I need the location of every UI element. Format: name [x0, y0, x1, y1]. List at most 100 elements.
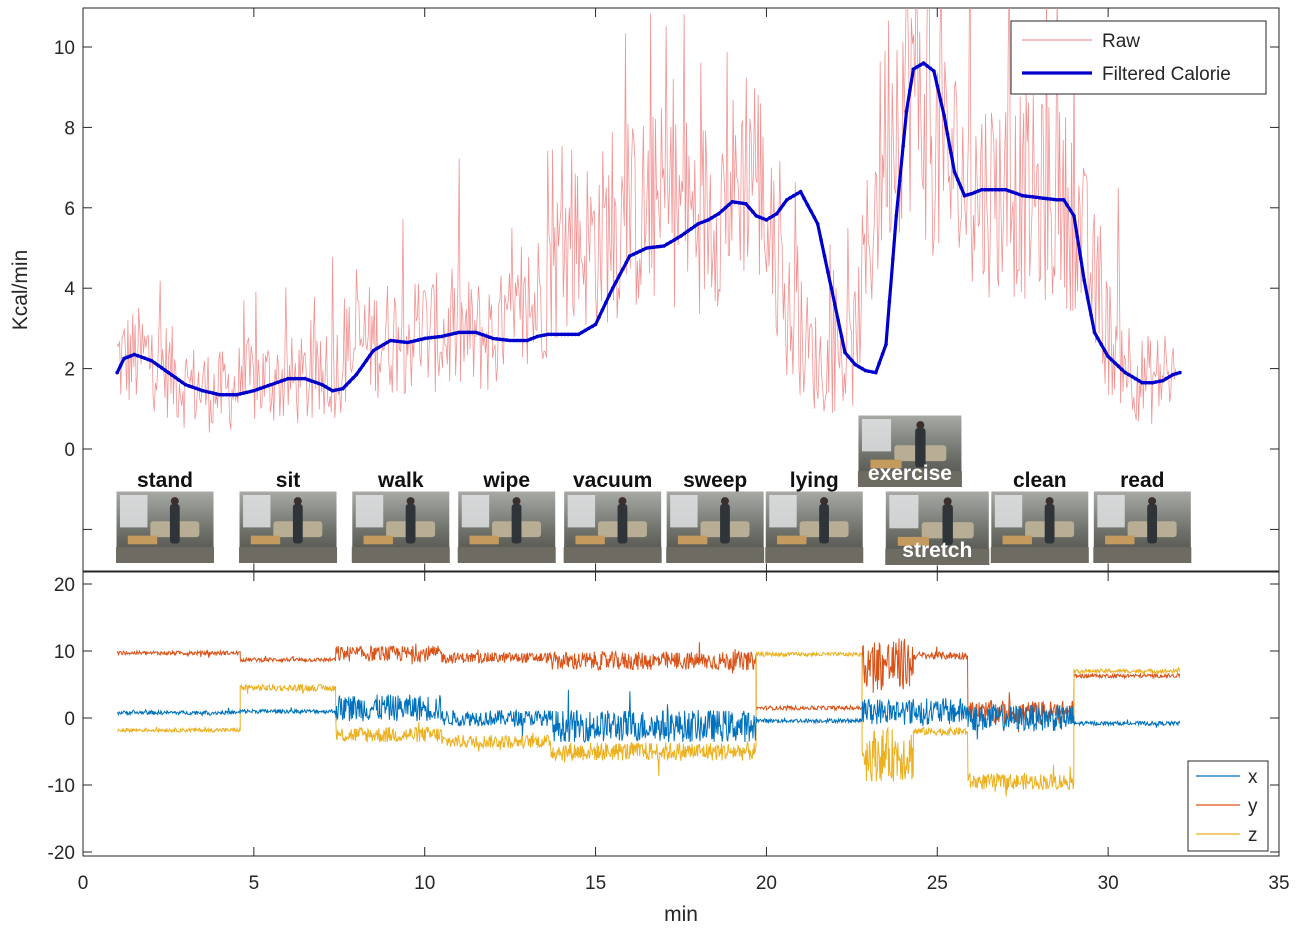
filtered-calorie-point [330, 388, 335, 393]
filtered-calorie-point [327, 386, 331, 391]
filtered-calorie-point [1116, 364, 1121, 369]
filtered-calorie-point [627, 254, 632, 258]
filtered-calorie-point [682, 231, 687, 236]
filtered-calorie-point [187, 384, 191, 388]
filtered-calorie-point [450, 332, 454, 336]
filtered-calorie-point [867, 369, 871, 374]
filtered-calorie-point [1137, 378, 1141, 383]
person-shape [915, 427, 926, 468]
legend-z-label: z [1248, 825, 1258, 846]
floor-shape [857, 471, 962, 487]
filtered-calorie-point [1055, 198, 1059, 202]
filtered-calorie-point [1092, 330, 1097, 335]
filtered-calorie-point [1174, 371, 1179, 376]
filtered-calorie-point [887, 299, 892, 304]
x-axis-label: min [664, 903, 698, 926]
filtered-calorie-point [679, 234, 683, 238]
person-shape [292, 503, 303, 544]
filtered-calorie-point [733, 200, 738, 205]
calorie-y-tick-label: 4 [64, 279, 75, 300]
filtered-calorie-point [351, 376, 355, 380]
filtered-calorie-point [337, 387, 342, 392]
filtered-calorie-point [604, 300, 608, 305]
filtered-calorie-point [306, 378, 311, 382]
filtered-calorie-point [795, 191, 799, 196]
filtered-calorie-point [788, 195, 793, 200]
filtered-calorie-point [1109, 358, 1114, 362]
filtered-calorie-point [1126, 372, 1131, 377]
filtered-calorie-point [163, 368, 167, 373]
filtered-calorie-point [211, 391, 215, 395]
filtered-calorie-point [467, 330, 471, 335]
filtered-calorie-point [153, 361, 157, 365]
filtered-calorie-point [706, 218, 711, 222]
filtered-calorie-point [272, 381, 277, 386]
calorie-y-tick-label: 10 [54, 38, 75, 59]
filtered-calorie-point [928, 66, 933, 71]
filtered-calorie-point [610, 286, 615, 291]
person-head [720, 497, 729, 506]
filtered-calorie-point [511, 338, 516, 343]
accel-x-tick-label: 20 [756, 873, 777, 894]
filtered-calorie-point [1061, 198, 1066, 202]
filtered-calorie-point [641, 247, 646, 252]
filtered-calorie-point [217, 392, 222, 397]
activity-label-stretch: stretch [902, 539, 972, 562]
filtered-calorie-point [600, 308, 605, 312]
person-head [820, 497, 829, 506]
table-shape [870, 459, 902, 469]
filtered-calorie-point [792, 193, 796, 198]
filtered-calorie-point [238, 392, 242, 396]
accel-x-tick-label: 10 [414, 873, 435, 894]
filtered-calorie-point [228, 392, 232, 397]
filtered-calorie-point [798, 189, 803, 194]
activity-photo-clean: clean [990, 469, 1090, 564]
filtered-calorie-point [976, 189, 981, 193]
filtered-calorie-point [860, 366, 864, 371]
filtered-calorie-point [703, 219, 707, 223]
window-shape [889, 495, 919, 529]
filtered-calorie-point [457, 330, 461, 335]
filtered-calorie-point [863, 368, 868, 373]
filtered-calorie-point [990, 187, 994, 192]
filtered-calorie-point [942, 113, 946, 118]
filtered-calorie-point [744, 202, 748, 206]
filtered-calorie-point [607, 293, 611, 298]
filtered-calorie-point [696, 222, 700, 226]
y-series-line [116, 638, 1181, 733]
filtered-calorie-point [665, 242, 670, 246]
filtered-calorie-point [1041, 196, 1045, 200]
filtered-calorie-point [1048, 197, 1052, 201]
person-head [1045, 497, 1054, 506]
filtered-calorie-point [255, 387, 260, 392]
filtered-calorie-point [771, 214, 776, 218]
table-shape [897, 536, 929, 546]
filtered-calorie-point [815, 222, 820, 226]
person-head [406, 497, 415, 506]
activity-photo-stand: stand [115, 469, 215, 564]
filtered-calorie-point [463, 330, 468, 335]
filtered-calorie-point [952, 169, 957, 174]
calorie-y-tick-label: 6 [64, 199, 75, 220]
accel-x-tick-label: 5 [249, 873, 260, 894]
filtered-calorie-point [542, 333, 547, 337]
filtered-calorie-point [443, 333, 448, 338]
filtered-calorie-point [224, 392, 229, 397]
filtered-calorie-point [590, 324, 594, 329]
filtered-calorie-point [194, 386, 198, 391]
filtered-calorie-point [474, 330, 478, 335]
activity-label-sweep: sweep [683, 469, 747, 492]
filtered-calorie-point [385, 340, 389, 345]
filtered-calorie-point [993, 187, 998, 192]
filtered-calorie-point [515, 338, 519, 343]
filtered-calorie-point [429, 335, 434, 340]
filtered-calorie-point [317, 381, 321, 386]
activity-photo-sit: sit [238, 469, 338, 564]
activity-label-sit: sit [276, 469, 301, 492]
filtered-calorie-point [1113, 361, 1117, 365]
filtered-calorie-point [829, 286, 834, 291]
person-shape [942, 504, 953, 546]
filtered-calorie-point [347, 379, 352, 384]
x-series-line [116, 689, 1181, 743]
filtered-calorie-point [296, 376, 301, 381]
